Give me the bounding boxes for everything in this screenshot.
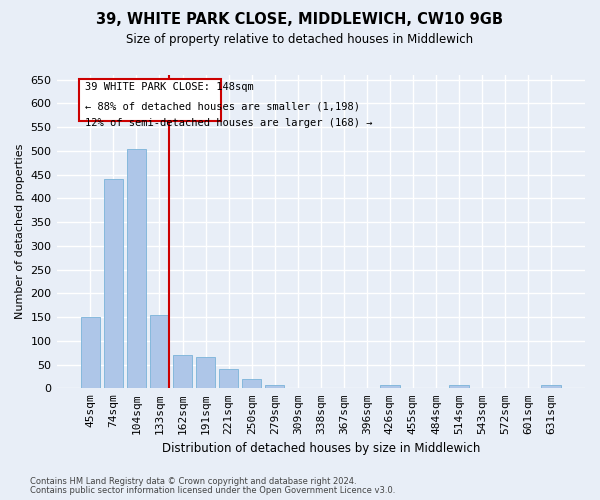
Text: Size of property relative to detached houses in Middlewich: Size of property relative to detached ho… xyxy=(127,32,473,46)
Text: 12% of semi-detached houses are larger (168) →: 12% of semi-detached houses are larger (… xyxy=(85,118,372,128)
Bar xyxy=(196,358,215,388)
Bar xyxy=(149,314,169,388)
Bar xyxy=(541,384,561,388)
Text: ← 88% of detached houses are smaller (1,198): ← 88% of detached houses are smaller (1,… xyxy=(85,101,360,111)
Bar xyxy=(219,370,238,388)
Bar xyxy=(173,355,193,388)
Text: 39 WHITE PARK CLOSE: 148sqm: 39 WHITE PARK CLOSE: 148sqm xyxy=(85,82,254,92)
Bar xyxy=(449,384,469,388)
Text: Contains HM Land Registry data © Crown copyright and database right 2024.: Contains HM Land Registry data © Crown c… xyxy=(30,477,356,486)
Text: 39, WHITE PARK CLOSE, MIDDLEWICH, CW10 9GB: 39, WHITE PARK CLOSE, MIDDLEWICH, CW10 9… xyxy=(97,12,503,28)
Bar xyxy=(127,148,146,388)
X-axis label: Distribution of detached houses by size in Middlewich: Distribution of detached houses by size … xyxy=(161,442,480,455)
Bar xyxy=(104,180,123,388)
Y-axis label: Number of detached properties: Number of detached properties xyxy=(15,144,25,320)
Bar xyxy=(80,317,100,388)
Bar xyxy=(380,384,400,388)
Bar xyxy=(242,379,262,388)
Text: Contains public sector information licensed under the Open Government Licence v3: Contains public sector information licen… xyxy=(30,486,395,495)
Bar xyxy=(265,384,284,388)
